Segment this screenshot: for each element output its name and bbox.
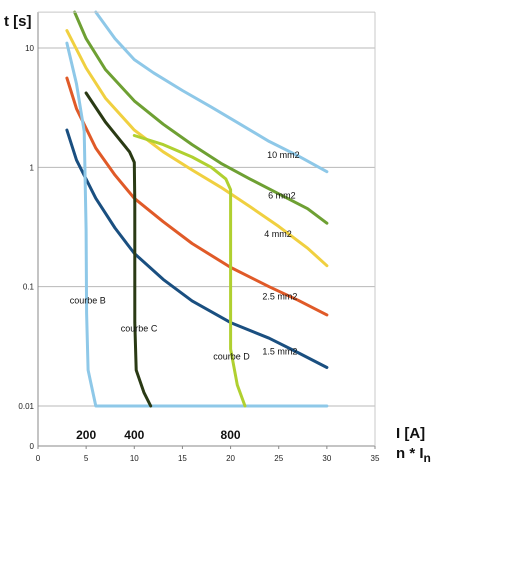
x-tick-label: 30 bbox=[322, 454, 331, 463]
series-line bbox=[65, 41, 329, 408]
y-tick-label: 10 bbox=[25, 44, 34, 53]
x-tick-label: 5 bbox=[84, 454, 89, 463]
x-axis-title: n * In bbox=[396, 445, 431, 465]
y-tick-label: 0 bbox=[30, 442, 35, 451]
series-line bbox=[132, 134, 247, 408]
x-tick-label: 20 bbox=[226, 454, 235, 463]
axes: 0.01 0.1 1 10 00 5 10 15 20 25 30 35 bbox=[18, 11, 380, 463]
series-label: courbe C bbox=[121, 324, 158, 334]
current-label: 800 bbox=[221, 428, 241, 442]
series-label: courbe D bbox=[213, 352, 250, 362]
series-line bbox=[84, 91, 153, 408]
current-label: 400 bbox=[124, 428, 144, 442]
series-line bbox=[73, 10, 329, 225]
series-label: courbe B bbox=[70, 296, 106, 306]
series-lines bbox=[65, 10, 329, 408]
series-label: 2.5 mm2 bbox=[262, 292, 297, 302]
y-tick-label: 0.01 bbox=[18, 402, 34, 411]
series-line bbox=[94, 10, 329, 174]
series-line bbox=[65, 29, 329, 268]
x-tick-label: 0 bbox=[36, 454, 41, 463]
series-label: 6 mm2 bbox=[268, 190, 296, 200]
series-label: 10 mm2 bbox=[267, 150, 300, 160]
y-axis-title: t [s] bbox=[4, 13, 32, 30]
series-line bbox=[65, 76, 329, 317]
series-line bbox=[65, 128, 329, 369]
x-tick-label: 10 bbox=[130, 454, 139, 463]
x-axis-secondary-title: I [A] bbox=[396, 425, 425, 442]
current-label: 200 bbox=[76, 428, 96, 442]
y-tick-label: 1 bbox=[30, 163, 35, 172]
annotations: 200 400 800 10 mm2 6 mm2 4 mm2 2.5 mm2 1.5 mm2 c… bbox=[70, 150, 300, 442]
x-tick-label: 25 bbox=[274, 454, 283, 463]
y-tick-label: 0.1 bbox=[23, 283, 35, 292]
x-tick-label: 35 bbox=[371, 454, 380, 463]
series-label: 1.5 mm2 bbox=[262, 347, 297, 357]
series-label: 4 mm2 bbox=[264, 229, 292, 239]
x-tick-label: 15 bbox=[178, 454, 187, 463]
